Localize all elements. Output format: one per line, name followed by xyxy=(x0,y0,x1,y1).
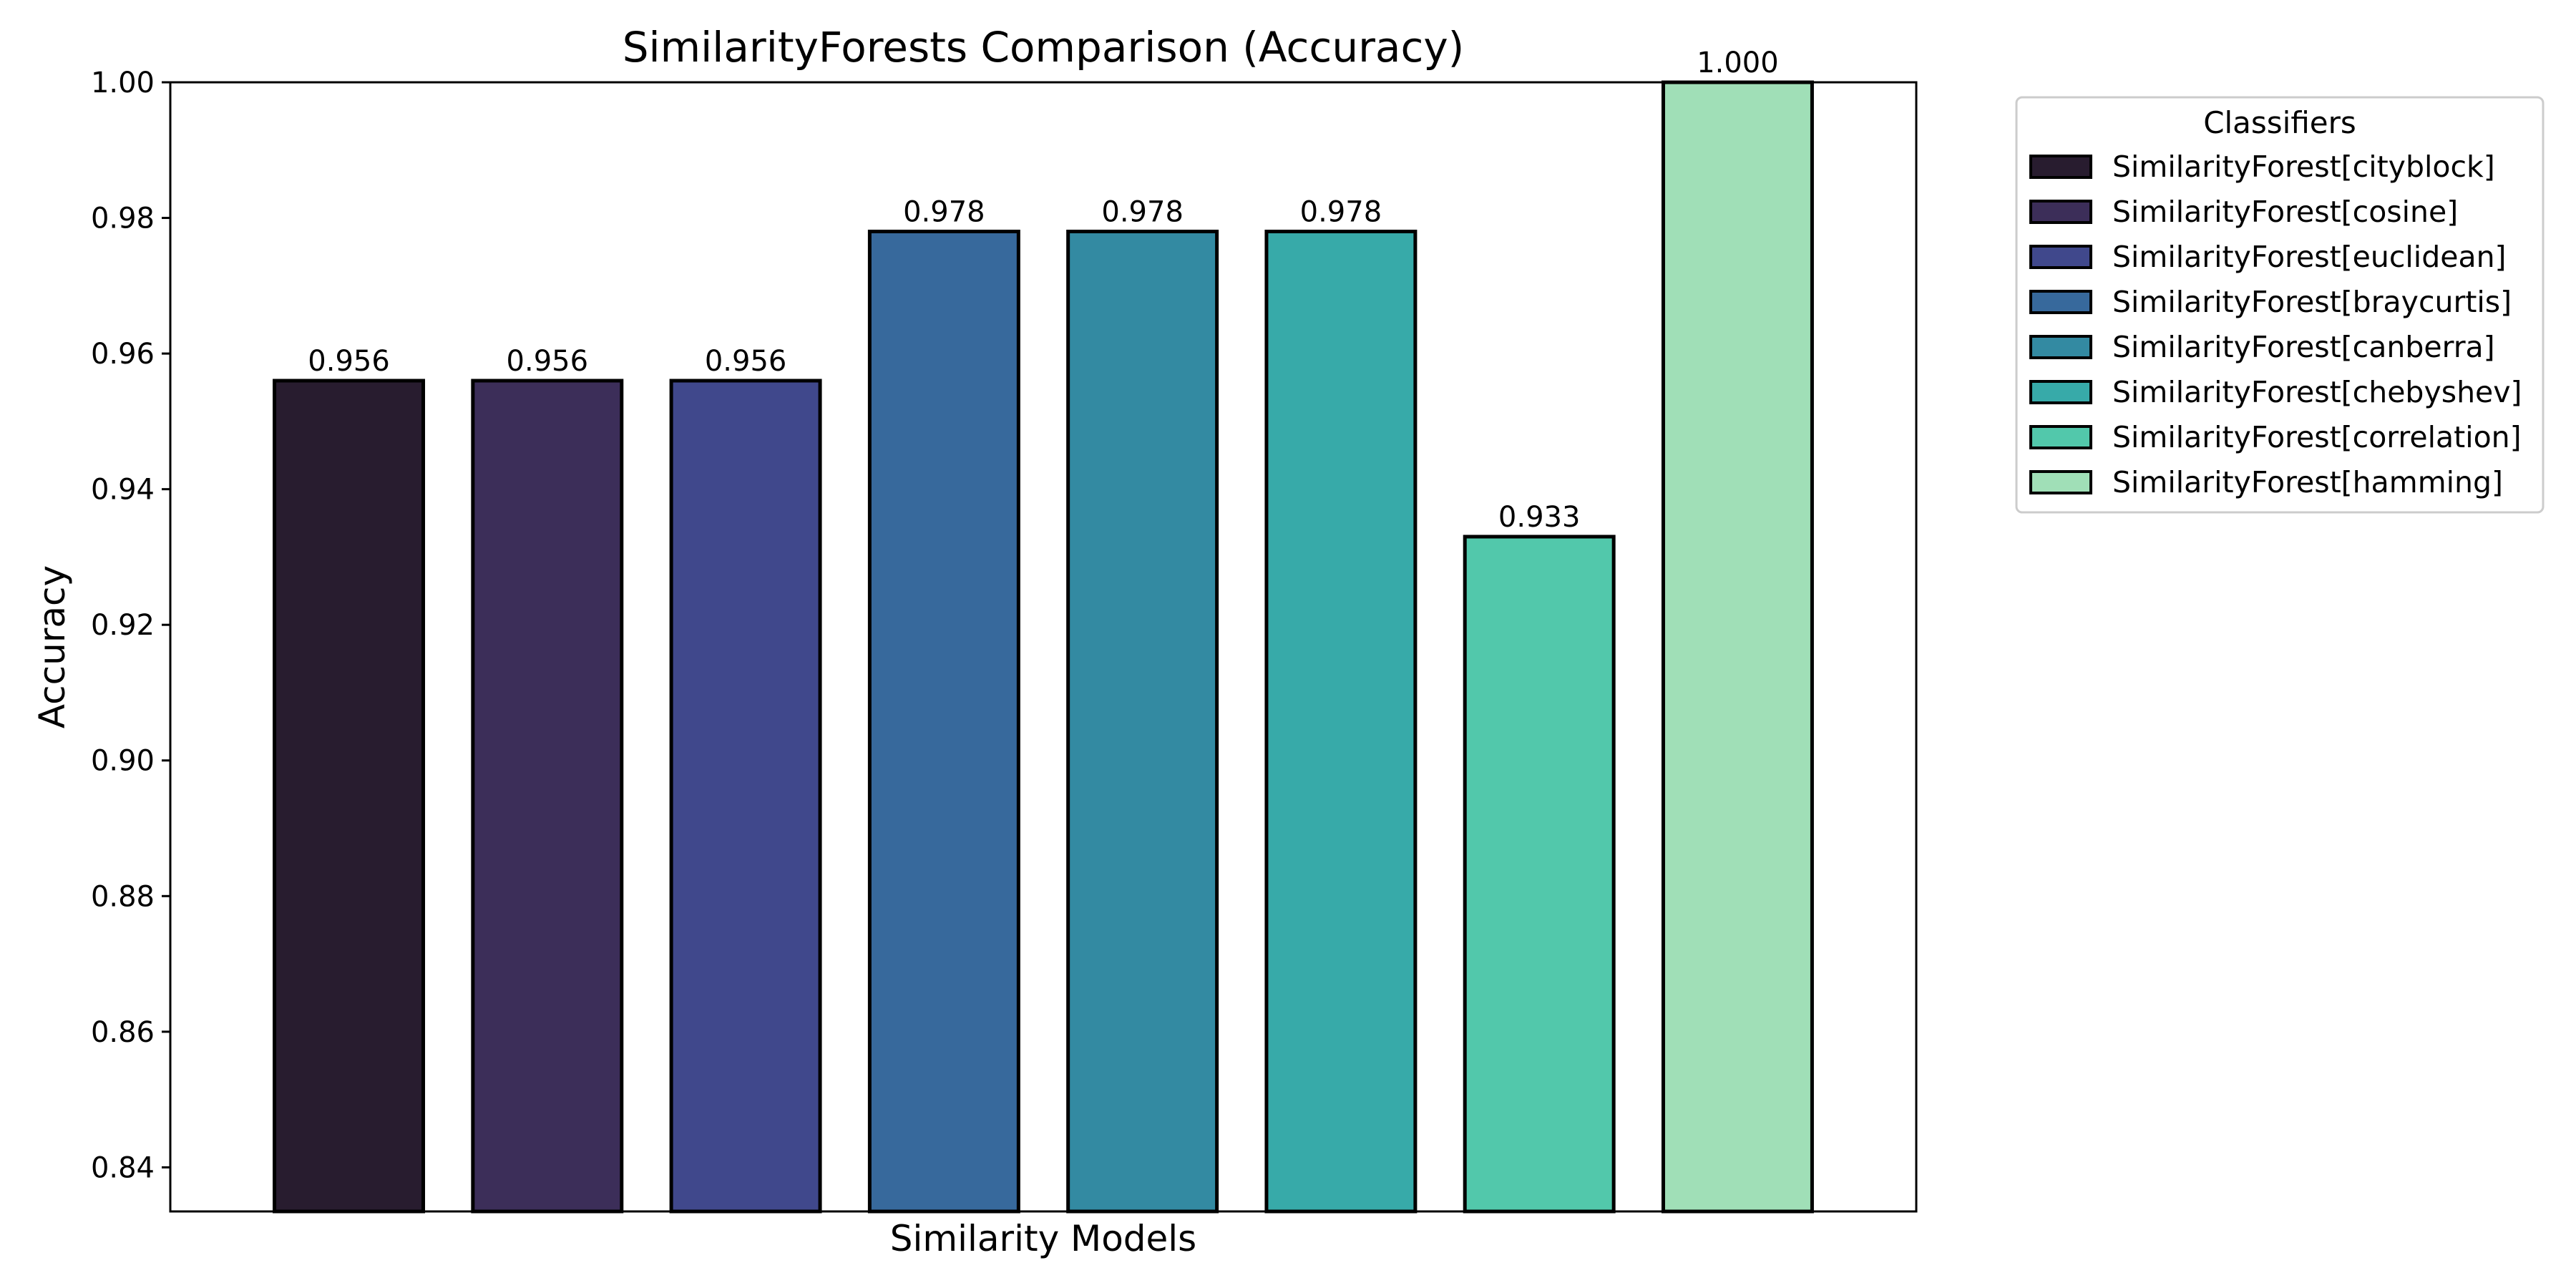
y-tick-label: 0.98 xyxy=(91,203,155,235)
legend: Classifiers SimilarityForest[cityblock]S… xyxy=(2015,96,2545,514)
legend-title: Classifiers xyxy=(2203,105,2356,140)
legend-items: SimilarityForest[cityblock] SimilarityFor… xyxy=(2029,150,2522,499)
y-tick-label: 0.96 xyxy=(91,338,155,371)
bars-group: 0.956 0.956 0.956 0.978 0.978 0.978 0.933 1.000 xyxy=(273,47,1814,1214)
bar xyxy=(1463,535,1616,1214)
bar xyxy=(273,379,426,1214)
y-axis-label: Accuracy xyxy=(31,565,73,728)
y-tick-label: 0.92 xyxy=(91,609,155,642)
y-tick-label: 1.00 xyxy=(91,67,155,99)
x-axis-label: Similarity Models xyxy=(890,1218,1196,1259)
bar xyxy=(669,379,822,1214)
legend-label: SimilarityForest[cityblock] xyxy=(2112,150,2495,184)
legend-swatch xyxy=(2029,380,2092,404)
chart-title: SimilarityForests Comparison (Accuracy) xyxy=(623,23,1465,72)
legend-swatch xyxy=(2029,245,2092,269)
y-tick-label: 0.84 xyxy=(91,1151,155,1184)
bar-value-label: 0.956 xyxy=(308,345,390,378)
y-tick-label: 0.94 xyxy=(91,474,155,507)
legend-swatch xyxy=(2029,200,2092,224)
bar-value-label: 0.978 xyxy=(1300,196,1382,229)
y-tick-label: 0.88 xyxy=(91,880,155,913)
bar-value-label: 0.978 xyxy=(903,196,985,229)
legend-swatch xyxy=(2029,425,2092,449)
bar-value-label: 0.956 xyxy=(705,345,787,378)
legend-label: SimilarityForest[correlation] xyxy=(2112,420,2522,454)
legend-swatch xyxy=(2029,155,2092,179)
bar xyxy=(1264,230,1418,1214)
legend-label: SimilarityForest[chebyshev] xyxy=(2112,375,2522,409)
bar-value-label: 0.978 xyxy=(1101,196,1184,229)
bar-value-label: 0.956 xyxy=(507,345,589,378)
y-tick-label: 0.86 xyxy=(91,1016,155,1049)
bar xyxy=(867,230,1020,1214)
plot-frame xyxy=(169,81,1918,1213)
bar xyxy=(1661,80,1814,1214)
bar-value-label: 1.000 xyxy=(1697,47,1779,79)
legend-label: SimilarityForest[canberra] xyxy=(2112,330,2495,364)
bar xyxy=(471,379,624,1214)
legend-label: SimilarityForest[braycurtis] xyxy=(2112,285,2512,319)
legend-label: SimilarityForest[euclidean] xyxy=(2112,240,2507,274)
legend-swatch xyxy=(2029,335,2092,359)
legend-swatch xyxy=(2029,470,2092,494)
y-axis: 0.84 0.86 0.88 0.90 0.92 0.94 0.96 0.98 1.00 xyxy=(91,67,170,1184)
bar xyxy=(1066,230,1219,1214)
legend-swatch xyxy=(2029,290,2092,314)
legend-frame xyxy=(2015,96,2545,514)
bar-value-label: 0.933 xyxy=(1498,501,1581,534)
legend-label: SimilarityForest[cosine] xyxy=(2112,195,2458,229)
legend-label: SimilarityForest[hamming] xyxy=(2112,465,2503,499)
y-tick-label: 0.90 xyxy=(91,745,155,778)
